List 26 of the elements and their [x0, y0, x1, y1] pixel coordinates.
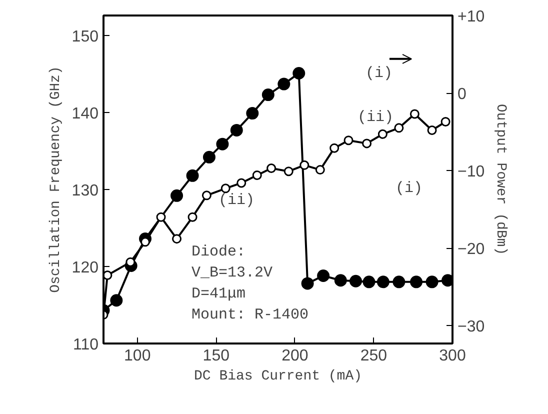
y2-tick-label: −30 — [458, 318, 485, 336]
y2-tick-label: −10 — [458, 164, 485, 181]
y2-tick-label: +10 — [458, 8, 485, 26]
y-tick-label: 110 — [72, 336, 99, 354]
y-tick-label: 140 — [72, 106, 99, 123]
x-tick-label: 300 — [439, 348, 466, 364]
annotation: (ii) — [218, 192, 255, 209]
y-tick-label: 150 — [72, 28, 99, 46]
y2-tick-label: 0 — [458, 86, 466, 104]
y-tick-label: 130 — [72, 182, 99, 200]
annotation: (i) — [396, 180, 423, 197]
annotation: (i) — [366, 65, 393, 82]
x-tick-label: 150 — [202, 348, 230, 364]
y2-axis-title: Output Power (dBm) — [492, 104, 509, 256]
annotation: D=41μm — [192, 286, 246, 302]
y-tick-label: 120 — [72, 260, 99, 277]
x-tick-label: 100 — [124, 348, 151, 364]
x-tick-label: 250 — [360, 348, 388, 364]
annotation: (ii) — [358, 109, 394, 126]
x-axis-title: DC Bias Current (mA) — [194, 368, 362, 384]
x-tick-label: 200 — [282, 348, 308, 364]
annotation: V_B=13.2V — [192, 264, 273, 282]
y2-tick-label: −20 — [458, 241, 485, 258]
annotation: Diode: — [192, 244, 246, 260]
y-axis-title: Oscillation Frequency (GHz) — [48, 66, 64, 293]
annotation: Mount: R-1400 — [192, 306, 309, 324]
